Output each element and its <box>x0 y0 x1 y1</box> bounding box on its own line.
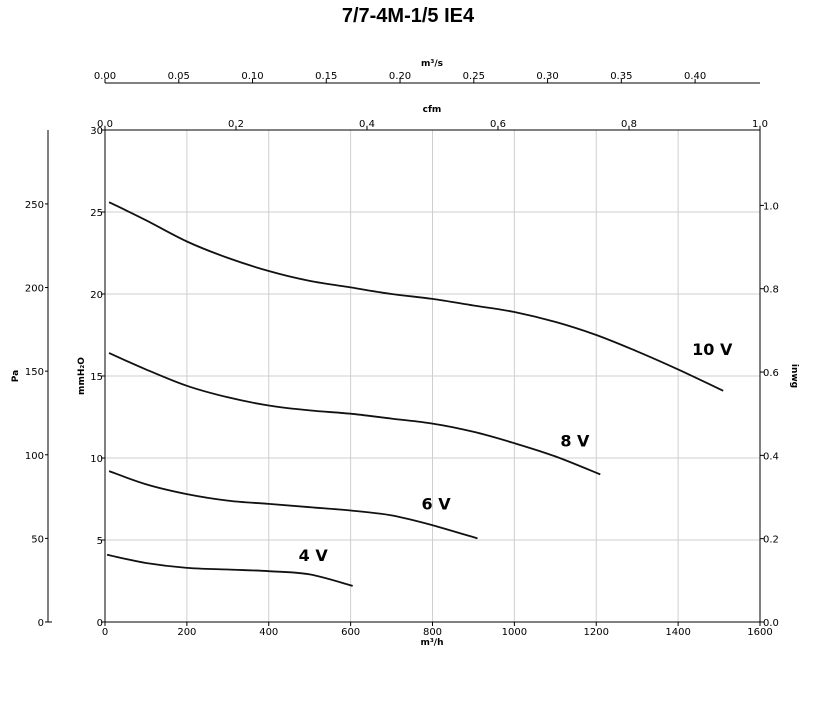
cfm-tick-label: 0.4 <box>359 119 375 130</box>
inwg-tick-label: 0.8 <box>763 285 779 296</box>
grid <box>105 130 760 622</box>
x-tick-label: 1200 <box>584 627 609 638</box>
inwg-tick-label: 0.2 <box>763 535 779 546</box>
chart-title: 7/7-4M-1/5 IE4 <box>342 5 475 27</box>
m3s-tick-label: 0.35 <box>610 71 632 82</box>
right-axis-label: inwg <box>789 364 799 388</box>
cfm-tick-label: 1.0 <box>752 119 768 130</box>
m3s-tick-label: 0.25 <box>463 71 485 82</box>
m3s-tick-label: 0.10 <box>241 71 263 82</box>
m3s-tick-label: 0.00 <box>94 71 116 82</box>
y-tick-label: 10 <box>90 454 103 465</box>
inwg-tick-label: 0.6 <box>763 368 779 379</box>
x-tick-label: 800 <box>423 627 442 638</box>
series-label: 10 V <box>692 340 733 359</box>
m3s-tick-label: 0.15 <box>315 71 337 82</box>
curve-6v <box>108 470 478 540</box>
y-tick-label: 25 <box>90 208 103 219</box>
curves: 10 V 8 V 6 V 4 V <box>106 201 733 587</box>
inwg-tick-label: 1.0 <box>763 201 779 212</box>
y-tick-label: 0 <box>97 618 103 629</box>
pa-tick-label: 50 <box>31 534 44 545</box>
y-tick-label: 5 <box>97 536 103 547</box>
m3s-tick-label: 0.20 <box>389 71 411 82</box>
pa-tick-label: 200 <box>25 284 44 295</box>
y-tick-label: 20 <box>90 290 103 301</box>
left-outer-axis-label: Pa <box>11 370 21 382</box>
m3s-tick-label: 0.05 <box>168 71 190 82</box>
m3s-tick-label: 0.40 <box>684 71 706 82</box>
y-tick-label: 15 <box>90 372 103 383</box>
series-label: 8 V <box>560 431 590 450</box>
pa-tick-label: 0 <box>38 618 44 629</box>
y-tick-label: 30 <box>90 126 103 137</box>
inwg-tick-label: 0.0 <box>763 618 779 629</box>
x-tick-label: 1000 <box>502 627 527 638</box>
x-axis-label: m³/h <box>420 638 443 648</box>
cfm-tick-label: 0.6 <box>490 119 506 130</box>
cfm-tick-label: 0.2 <box>228 119 244 130</box>
x-tick-label: 600 <box>341 627 360 638</box>
top-inner-axis-label: cfm <box>423 105 442 115</box>
x-tick-label: 0 <box>102 627 108 638</box>
x-tick-label: 1600 <box>747 627 772 638</box>
y-axis-label: mmH₂O <box>77 357 87 395</box>
inwg-tick-label: 0.4 <box>763 451 779 462</box>
series-label: 6 V <box>422 494 452 513</box>
series-label: 4 V <box>299 546 329 565</box>
pa-tick-label: 100 <box>25 451 44 462</box>
cfm-tick-label: 0.8 <box>621 119 637 130</box>
pa-tick-label: 150 <box>25 367 44 378</box>
pa-tick-label: 250 <box>25 200 44 211</box>
axes: 0 200 400 600 800 1000 1200 1400 160005101520253… <box>25 71 779 638</box>
curve-4v <box>106 553 353 587</box>
cfm-tick-label: 0.0 <box>97 119 113 130</box>
curve-8v <box>108 352 601 476</box>
x-tick-label: 400 <box>259 627 278 638</box>
x-tick-label: 1400 <box>665 627 690 638</box>
top-outer-axis-label: m³/s <box>421 59 443 69</box>
x-tick-label: 200 <box>177 627 196 638</box>
curve-10v <box>108 201 724 392</box>
m3s-tick-label: 0.30 <box>536 71 558 82</box>
